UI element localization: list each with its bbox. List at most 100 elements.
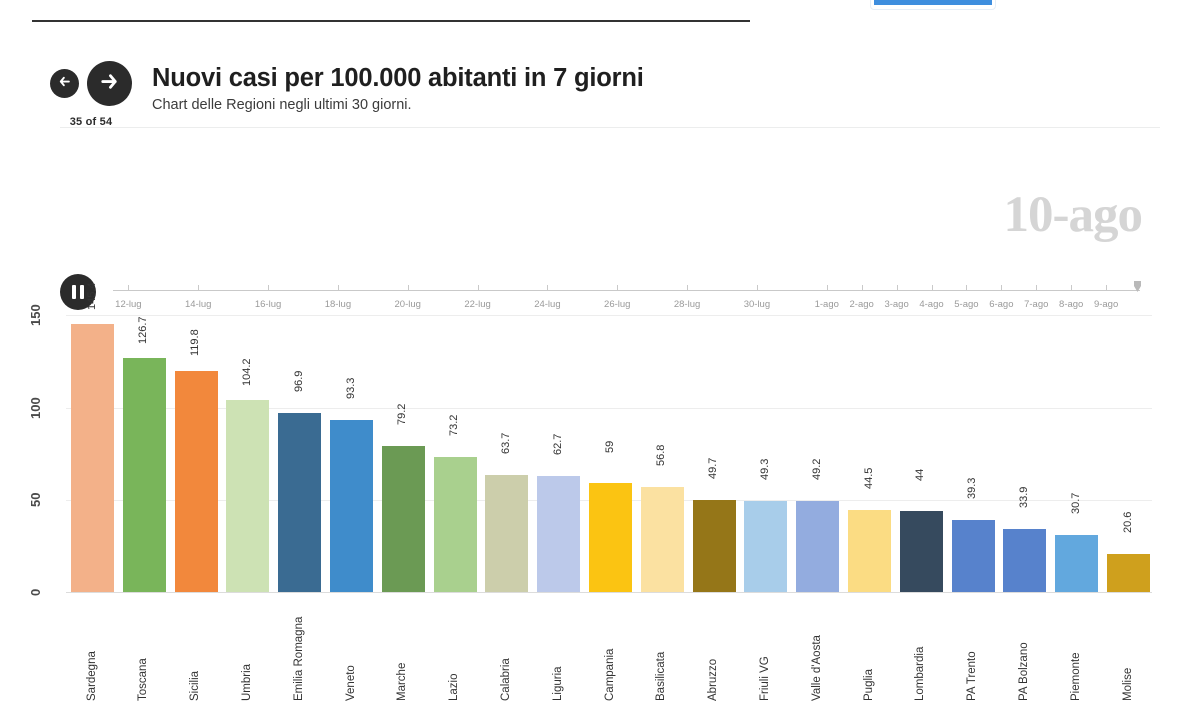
timeline-tick-label: 14-lug [185, 299, 212, 310]
timeline-tick-mark [337, 285, 339, 291]
next-slide-button[interactable] [87, 61, 132, 106]
bar-category-label: Lazio [448, 673, 461, 701]
timeline-tick-label: 5-ago [954, 299, 979, 310]
bar[interactable] [433, 457, 477, 592]
timeline-tick-mark [477, 285, 479, 291]
bar-value-label: 126.7 [137, 316, 150, 344]
timeline-tick-mark [1071, 285, 1073, 291]
bar[interactable] [485, 474, 529, 592]
timeline-tick-mark [407, 285, 409, 291]
bar-value-label: 44.5 [862, 467, 875, 490]
gridline [66, 407, 1152, 409]
bar[interactable] [71, 323, 114, 592]
timeline-tick-mark [547, 285, 549, 291]
bar[interactable] [537, 476, 581, 592]
bar[interactable] [381, 445, 425, 592]
bar-value-label: 119.8 [189, 329, 202, 356]
bar[interactable] [122, 358, 166, 592]
bar-category-label: Puglia [862, 669, 875, 701]
bar-value-label: 56.8 [655, 445, 668, 467]
timeline-tick-mark [931, 285, 933, 291]
timeline-tick-label: 16-lug [254, 299, 282, 310]
bar-value-label: 39.3 [966, 477, 979, 499]
y-axis-tick-label: 0 [28, 588, 43, 596]
timeline-tick-label: 30-lug [743, 299, 771, 310]
timeline-slider[interactable]: 12-lug 14-lug 16-lug 18-lug 20-lug 22-lug 24-l… [0, 133, 1200, 310]
bar[interactable] [330, 419, 373, 592]
bar[interactable] [744, 501, 788, 592]
timeline-tick-label: 3-ago [884, 299, 909, 310]
bar[interactable] [174, 371, 218, 592]
bar-category-label: Valle d'Aosta [810, 635, 823, 701]
bar-value-label: 79.2 [396, 403, 409, 426]
bar[interactable] [951, 519, 995, 592]
bar-value-label: 145.4 [85, 281, 98, 310]
timeline-tick-mark [1036, 285, 1038, 291]
bar[interactable] [899, 510, 943, 592]
timeline-tick-mark [966, 285, 968, 291]
chart-header: 35 of 54 Nuovi casi per 100.000 abitanti… [0, 28, 1200, 128]
bar[interactable] [796, 501, 840, 592]
timeline-tick-mark [896, 285, 898, 291]
timeline-tick-label: 4-ago [919, 299, 944, 310]
bar-value-label: 96.9 [292, 371, 305, 393]
timeline-tick-label: 24-lug [534, 299, 561, 310]
bar[interactable] [1003, 529, 1047, 592]
timeline-tick-label: 22-lug [464, 299, 491, 310]
timeline-tick-label: 7-ago [1024, 299, 1049, 310]
bar-category-label: PA Trento [966, 651, 979, 701]
bar-value-label: 62.7 [551, 434, 564, 456]
slider-handle[interactable] [1134, 281, 1141, 292]
bar-category-label: Liguria [551, 666, 564, 701]
pause-bar-right [80, 285, 84, 299]
bar[interactable] [640, 487, 684, 592]
top-divider [32, 20, 750, 22]
bar-category-label: Abruzzo [707, 658, 720, 701]
bar[interactable] [226, 399, 270, 592]
prev-slide-button[interactable] [50, 69, 79, 98]
bar-value-label: 93.3 [344, 377, 357, 400]
bar-value-label: 30.7 [1069, 493, 1082, 515]
pause-icon[interactable] [60, 274, 96, 310]
bar[interactable] [278, 413, 322, 592]
current-date-watermark: 10-ago [1003, 187, 1143, 243]
timeline-tick-label: 18-lug [324, 299, 352, 310]
bar[interactable] [692, 500, 736, 592]
bar[interactable] [848, 509, 891, 592]
bar-value-label: 104.2 [240, 357, 253, 386]
bar-category-label: Piemonte [1069, 652, 1082, 701]
page-subtitle: Chart delle Regioni negli ultimi 30 gior… [152, 97, 412, 113]
bar-category-label: Friuli VG [758, 656, 771, 701]
timeline-tick-mark [268, 285, 270, 291]
bar[interactable] [1055, 535, 1099, 592]
timeline-tick-label: 6-ago [989, 299, 1014, 310]
y-axis-tick-label: 100 [28, 396, 43, 419]
bar-category-label: Emilia Romagna [292, 616, 305, 701]
cropped-top-button-fill [874, 0, 992, 5]
arrow-right-icon [98, 70, 121, 98]
bar-category-label: Molise [1121, 667, 1134, 701]
timeline-tick-mark [1001, 285, 1003, 291]
x-axis-baseline [66, 592, 1152, 593]
bar-category-label: Calabria [499, 658, 512, 701]
bar-chart: 0 50 100 150 145.4 Sardegna 126.7 Toscana 119.8… [0, 262, 1200, 701]
timeline-tick-label: 1-ago [814, 299, 839, 310]
bar-category-label: Lombardia [914, 646, 927, 701]
pause-bar-left [72, 285, 76, 299]
bar-category-label: PA Bolzano [1017, 642, 1030, 701]
y-axis-tick-label: 50 [28, 492, 43, 508]
timeline-tick-mark [617, 285, 619, 291]
bar-value-label: 49.7 [707, 458, 720, 480]
timeline-tick-mark [687, 285, 689, 291]
slide-counter: 35 of 54 [69, 116, 113, 128]
header-divider [60, 127, 1160, 128]
bar-value-label: 49.2 [810, 459, 823, 481]
timeline-tick-mark [756, 285, 758, 291]
bar-value-label: 20.6 [1121, 512, 1134, 534]
cropped-top-button[interactable] [870, 0, 996, 10]
bar[interactable] [589, 483, 632, 592]
bar[interactable] [1107, 554, 1150, 592]
slider-track[interactable] [113, 290, 1140, 291]
timeline-tick-label: 2-ago [849, 299, 874, 310]
bar-value-label: 44 [914, 468, 927, 482]
